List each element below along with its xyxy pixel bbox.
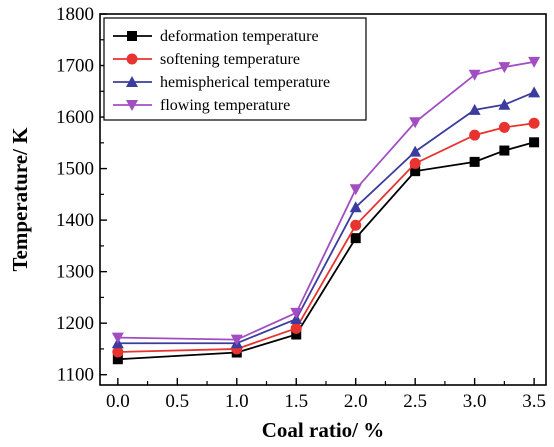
data-point xyxy=(528,86,541,98)
x-tick-label: 0.0 xyxy=(106,391,130,412)
y-tick-label: 1700 xyxy=(56,56,94,77)
data-point xyxy=(291,329,302,340)
data-point xyxy=(410,166,421,177)
y-tick-label: 1800 xyxy=(56,4,94,25)
plot-frame xyxy=(99,13,547,386)
x-tick-label: 3.0 xyxy=(463,391,487,412)
y-tick-label: 1300 xyxy=(56,262,94,283)
data-point xyxy=(468,69,481,81)
data-point xyxy=(498,62,511,74)
series-4 xyxy=(111,56,541,346)
legend-label: flowing temperature xyxy=(160,97,290,114)
data-point xyxy=(112,346,124,358)
data-point xyxy=(529,137,540,148)
legend-marker xyxy=(126,100,138,111)
data-point xyxy=(111,332,124,344)
x-axis: 0.0 0.5 1.0 1.5 2.0 2.5 3.0 3.5 xyxy=(106,378,546,412)
series-layer xyxy=(111,56,541,365)
legend-marker xyxy=(126,76,138,87)
plot-area-border xyxy=(99,13,547,386)
series-line xyxy=(117,61,535,341)
x-tick-label: 0.5 xyxy=(165,391,189,412)
legend-marker xyxy=(126,53,138,65)
data-point xyxy=(349,201,362,213)
series-1 xyxy=(112,137,540,365)
data-point xyxy=(469,156,480,167)
data-point xyxy=(409,145,422,157)
legend-label: softening temperature xyxy=(160,51,300,68)
y-tick-label: 1200 xyxy=(56,313,94,334)
data-point xyxy=(409,117,422,129)
x-tick-label: 2.5 xyxy=(403,391,427,412)
legend-box xyxy=(103,17,367,121)
legend-label: hemispherical temperature xyxy=(160,74,330,91)
data-point xyxy=(349,184,362,196)
data-point xyxy=(230,334,243,346)
legend-label: deformation temperature xyxy=(160,28,319,45)
data-point xyxy=(498,121,510,133)
data-point xyxy=(350,233,361,244)
series-3 xyxy=(111,86,541,349)
data-point xyxy=(290,322,302,334)
data-point xyxy=(498,98,511,110)
legend-item: hemispherical temperature xyxy=(113,74,330,91)
legend-item: flowing temperature xyxy=(113,97,290,114)
y-tick-label: 1100 xyxy=(57,365,94,386)
legend-item: softening temperature xyxy=(113,51,300,68)
x-tick-label: 1.0 xyxy=(225,391,249,412)
data-point xyxy=(499,145,510,156)
series-2 xyxy=(112,117,540,358)
data-point xyxy=(290,307,303,319)
y-tick-label: 1500 xyxy=(56,159,94,180)
legend-marker xyxy=(127,31,137,41)
data-point xyxy=(528,117,540,129)
y-axis-title: Temperature/ K xyxy=(8,127,32,272)
legend-item: deformation temperature xyxy=(113,28,319,45)
y-tick-label: 1600 xyxy=(56,107,94,128)
y-axis: 1100 1200 1300 1400 1500 1600 1700 1800 xyxy=(56,4,107,386)
series-line xyxy=(117,91,535,345)
data-point xyxy=(528,56,541,68)
data-point xyxy=(468,103,481,115)
legend: deformation temperature softening tempera… xyxy=(103,17,367,121)
data-point xyxy=(409,157,421,169)
data-point xyxy=(469,129,481,141)
x-axis-title: Coal ratio/ % xyxy=(262,418,384,442)
x-tick-label: 1.5 xyxy=(284,391,308,412)
x-tick-label: 3.5 xyxy=(522,391,546,412)
x-tick-label: 2.0 xyxy=(344,391,368,412)
data-point xyxy=(350,219,362,231)
y-tick-label: 1400 xyxy=(56,210,94,231)
data-point xyxy=(112,354,123,365)
